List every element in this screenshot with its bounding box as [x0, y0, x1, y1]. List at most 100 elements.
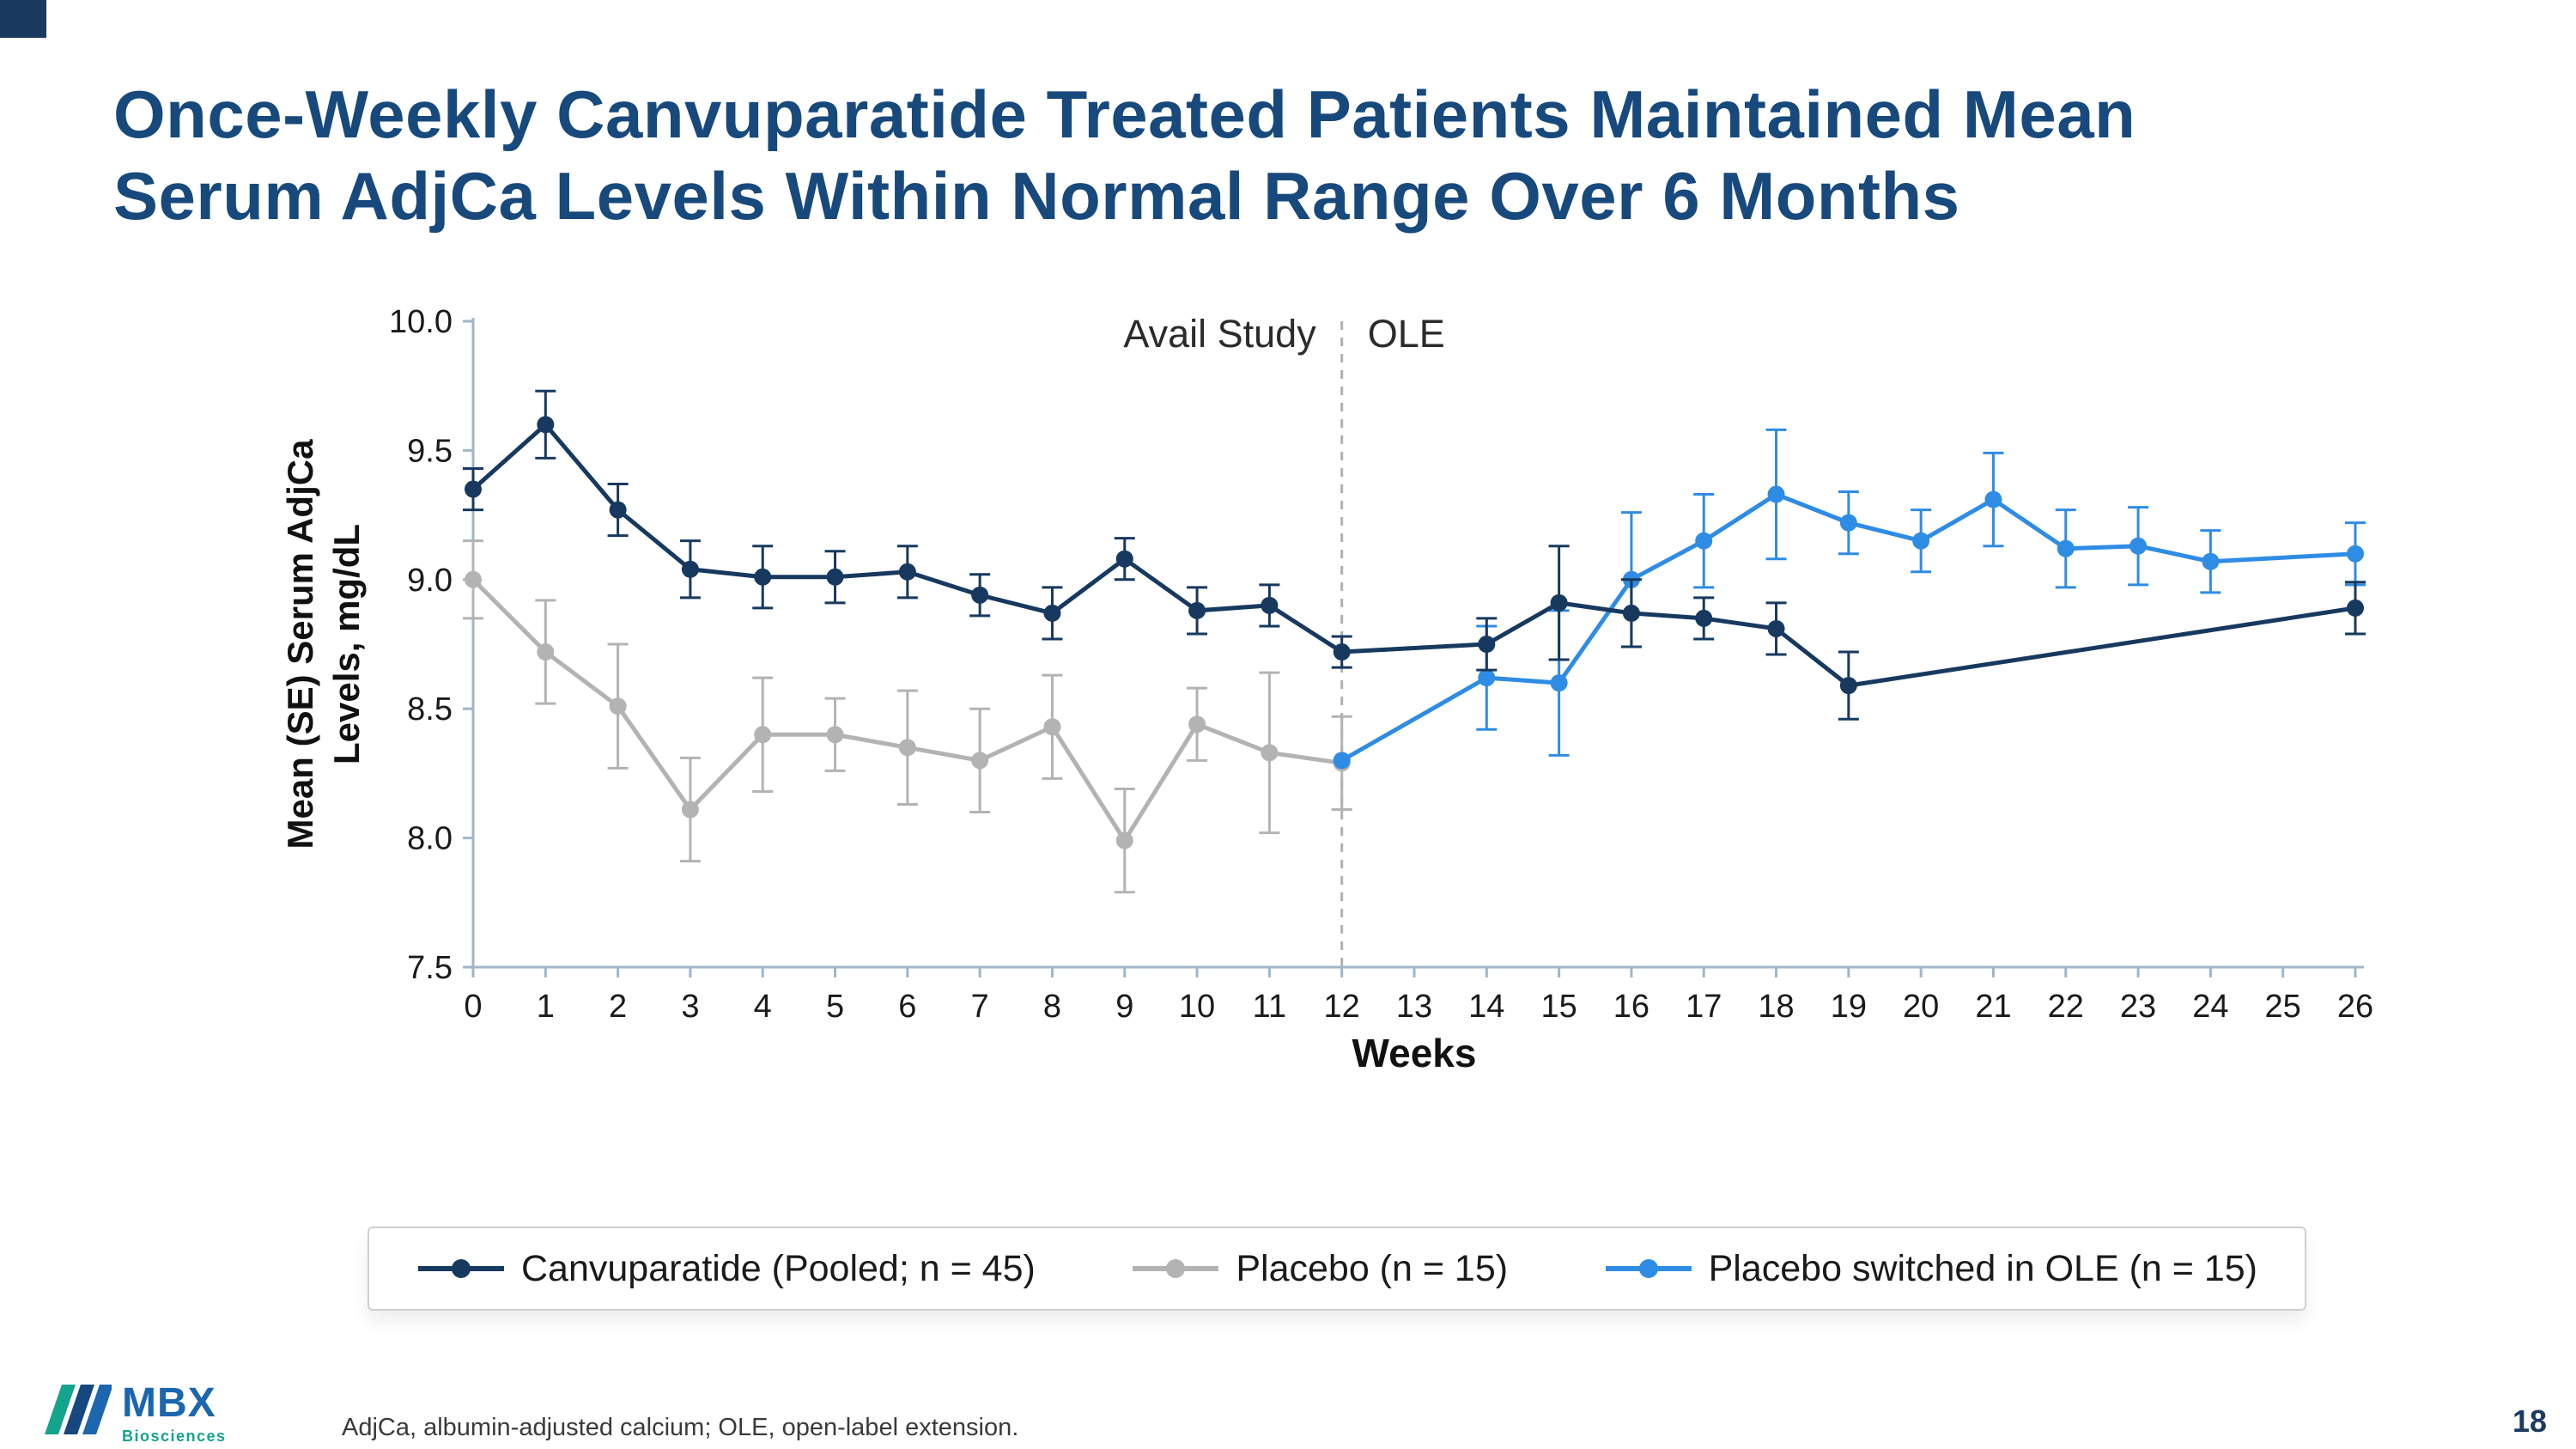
x-tick-label: 10: [1179, 989, 1215, 1025]
x-tick-label: 19: [1831, 989, 1867, 1025]
data-point-canvuparatide: [1333, 643, 1351, 661]
serum-adjca-chart: 7.58.08.59.09.510.00 1 2 3 4 5 6 7 8 9 10 11 12 13 14 1…: [280, 304, 2373, 1075]
data-point-canvuparatide: [1478, 636, 1496, 653]
legend: Canvuparatide (Pooled; n = 45) Placebo (…: [368, 1227, 2306, 1311]
data-point-placebo-switched: [1984, 490, 2002, 508]
data-point-canvuparatide: [681, 560, 699, 578]
y-tick-label: 8.0: [407, 821, 453, 857]
logo-bar-2: [64, 1385, 94, 1434]
y-tick-label: 9.0: [407, 563, 453, 599]
data-point-placebo: [537, 643, 555, 661]
data-point-placebo-switched: [1767, 485, 1785, 503]
mbx-logo-mark-icon: [45, 1385, 112, 1434]
data-point-canvuparatide: [1839, 677, 1857, 695]
data-point-placebo-switched: [1333, 752, 1351, 770]
page-number: 18: [2512, 1403, 2547, 1439]
x-tick-label: 21: [1975, 989, 2011, 1025]
corner-accent-square: [0, 0, 46, 38]
legend-label-placebo-switched: Placebo switched in OLE (n = 15): [1708, 1247, 2257, 1289]
page-title-line-2: Serum AdjCa Levels Within Normal Range O…: [113, 158, 1960, 234]
data-point-canvuparatide: [1115, 550, 1133, 568]
x-axis-label: Weeks: [1352, 1031, 1477, 1075]
y-tick-label: 9.5: [407, 433, 453, 469]
data-point-canvuparatide: [1550, 594, 1568, 612]
logo-bar-1: [45, 1385, 76, 1434]
data-point-placebo: [609, 697, 627, 715]
annotation-avail-study: Avail Study: [1123, 312, 1316, 356]
data-point-placebo-switched: [2129, 537, 2148, 555]
data-point-placebo-switched: [1478, 669, 1496, 687]
x-tick-label: 20: [1903, 989, 1939, 1025]
x-tick-label: 11: [1253, 989, 1286, 1025]
chart-area: 7.5 8.0 8.5 9.0 9.5 10.0 0 1 2 3 4 5 6 7 8 9 10 11 12 13 14 1…: [258, 283, 2456, 1151]
data-point-canvuparatide: [1188, 601, 1206, 619]
annotation-ole: OLE: [1368, 312, 1445, 356]
x-tick-label: 7: [971, 989, 989, 1025]
legend-item-canvuparatide: Canvuparatide (Pooled; n = 45): [416, 1248, 1036, 1290]
data-point-canvuparatide: [898, 563, 916, 581]
x-tick-label: 13: [1396, 989, 1432, 1025]
data-point-placebo: [971, 752, 989, 770]
x-tick-label: 17: [1686, 989, 1722, 1025]
x-tick-label: 0: [464, 989, 482, 1025]
data-point-placebo: [1188, 715, 1206, 734]
y-tick-label: 8.5: [407, 691, 453, 728]
data-point-canvuparatide: [754, 568, 772, 586]
data-point-placebo: [1261, 744, 1279, 762]
data-point-placebo: [826, 726, 844, 744]
series-line-canvuparatide: [471, 422, 2356, 688]
data-point-canvuparatide: [826, 568, 844, 586]
data-point-placebo: [754, 726, 772, 744]
x-tick-label: 22: [2048, 989, 2084, 1025]
data-point-placebo-switched: [1695, 532, 1713, 550]
x-tick-label: 6: [898, 989, 916, 1025]
x-tick-label: 18: [1758, 989, 1794, 1025]
legend-label-placebo: Placebo (n = 15): [1236, 1247, 1509, 1289]
data-point-placebo: [1115, 831, 1133, 849]
x-tick-label: 23: [2120, 989, 2156, 1025]
logo-subtext: Biosciences: [122, 1428, 227, 1445]
x-tick-label: 4: [754, 989, 772, 1025]
canvuparatide-line-dot-icon: [418, 1259, 504, 1278]
x-tick-label: 16: [1613, 989, 1649, 1025]
data-point-placebo-switched: [2347, 545, 2364, 563]
data-point-placebo: [681, 801, 699, 819]
data-point-placebo: [465, 570, 482, 588]
x-tick-label: 3: [681, 989, 699, 1025]
legend-label-canvuparatide: Canvuparatide (Pooled; n = 45): [521, 1247, 1036, 1289]
data-point-canvuparatide: [1622, 604, 1640, 622]
data-point-placebo: [1043, 718, 1061, 736]
data-point-placebo-switched: [2202, 552, 2220, 570]
footnote: AdjCa, albumin-adjusted calcium; OLE, op…: [342, 1414, 1019, 1441]
y-tick-label: 10.0: [389, 304, 453, 340]
x-tick-label: 25: [2265, 989, 2301, 1025]
data-point-canvuparatide: [971, 586, 989, 604]
x-tick-label: 15: [1540, 989, 1577, 1025]
data-point-canvuparatide: [465, 480, 482, 498]
y-axis-label-line-2: Levels, mg/dL: [326, 524, 367, 764]
legend-item-placebo: Placebo (n = 15): [1131, 1248, 1508, 1290]
x-tick-label: 8: [1043, 989, 1061, 1025]
x-tick-label: 26: [2337, 989, 2373, 1025]
x-tick-label: 24: [2192, 989, 2228, 1025]
x-tick-label: 14: [1468, 989, 1504, 1025]
x-tick-label: 2: [609, 989, 627, 1025]
data-point-placebo-switched: [2057, 539, 2075, 557]
data-point-canvuparatide: [1043, 604, 1061, 622]
x-tick-label: 9: [1115, 989, 1133, 1025]
mbx-logo: MBX Biosciences: [45, 1381, 227, 1446]
y-axis-label-line-1: Mean (SE) Serum AdjCa: [280, 439, 320, 849]
corner-accent: [0, 0, 46, 38]
data-point-canvuparatide: [609, 501, 627, 519]
y-tick-label: 7.5: [407, 950, 453, 986]
legend-item-placebo-switched: Placebo switched in OLE (n = 15): [1604, 1248, 2257, 1290]
data-point-placebo-switched: [1912, 532, 1930, 550]
data-point-canvuparatide: [2347, 599, 2364, 617]
logo-bar-3: [82, 1385, 112, 1434]
data-point-canvuparatide: [1767, 619, 1785, 637]
data-point-placebo-switched: [1839, 514, 1857, 532]
x-tick-label: 12: [1324, 989, 1360, 1025]
placebo-switched-line-dot-icon: [1605, 1259, 1692, 1278]
logo-text-column: MBX Biosciences: [122, 1383, 227, 1446]
logo-wordmark: MBX: [122, 1380, 216, 1426]
